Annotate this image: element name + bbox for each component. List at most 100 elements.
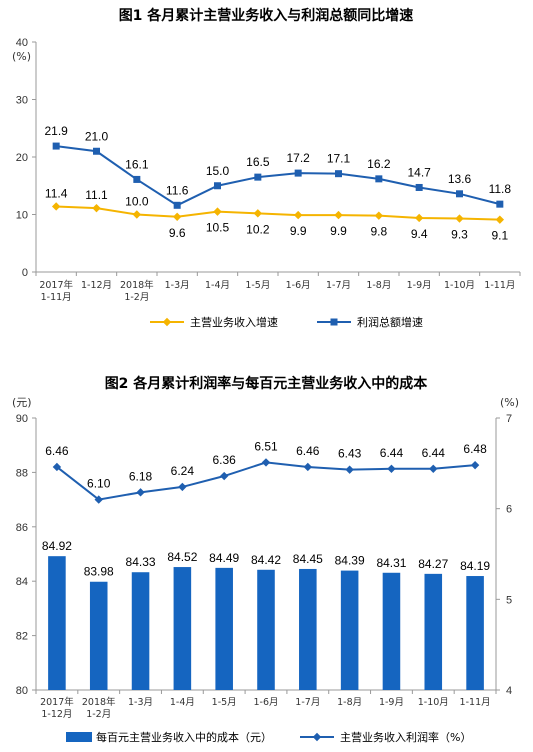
chart1-x-tick-label: 2017年 1-11月 — [39, 279, 73, 303]
chart2-line-label: 6.43 — [338, 447, 362, 461]
chart1-data-point — [133, 175, 141, 183]
chart2-line-label: 6.10 — [87, 477, 111, 491]
chart1-data-label: 21.9 — [44, 124, 68, 138]
chart1-x-tick-label: 1-11月 — [484, 280, 515, 291]
chart2-bar-label: 84.27 — [418, 557, 448, 571]
chart2-x-tick-label: 1-6月 — [253, 697, 278, 708]
chart1-data-point — [92, 203, 101, 213]
chart2-bar-label: 84.19 — [460, 559, 490, 573]
chart1-data-point — [496, 200, 504, 208]
chart1-data-point — [213, 207, 222, 216]
chart2-y-tick-label-left: 80 — [16, 685, 28, 697]
chart2-line-point — [219, 471, 229, 481]
chart2-line-point — [470, 460, 480, 470]
chart1-data-point — [93, 147, 100, 155]
chart1-data-label: 9.4 — [411, 227, 428, 241]
chart1-data-point — [415, 183, 423, 191]
chart1-data-point — [374, 211, 384, 220]
chart2-bar — [424, 573, 443, 690]
chart2-legend-line-label: 主营业务收入利润率（%） — [340, 730, 471, 744]
chart2-bar — [215, 567, 233, 690]
chart2-y-tick-label-right: 5 — [506, 594, 512, 606]
chart1-data-label: 9.3 — [451, 228, 468, 242]
chart2-bar — [48, 556, 66, 690]
chart1-x-tick-label: 1-7月 — [326, 280, 351, 291]
chart2-x-tick-label: 1-9月 — [379, 697, 404, 708]
chart1-data-label: 16.1 — [125, 157, 149, 171]
chart1-data-point — [253, 209, 263, 218]
chart2-y-tick-label-left: 88 — [16, 467, 28, 479]
chart2-line-point — [178, 482, 187, 492]
chart1-series-line — [56, 145, 501, 207]
chart1-y-tick-label: 10 — [16, 210, 28, 222]
chart1-x-tick-label: 1-9月 — [407, 280, 432, 291]
chart2-legend-bar-label: 每百元主营业务收入中的成本（元） — [96, 730, 272, 744]
chart1-x-tick-label: 1-10月 — [444, 280, 475, 291]
chart1-legend-label: 主营业务收入增速 — [190, 315, 278, 329]
chart1-legend-marker — [330, 318, 338, 326]
chart1-x-tick-label: 1-12月 — [81, 280, 112, 291]
chart2-bar-label: 84.52 — [167, 550, 197, 564]
chart1-data-point — [52, 142, 60, 150]
chart2-x-tick-label: 1-7月 — [295, 697, 320, 708]
chart1-y-tick-label: 20 — [16, 152, 28, 164]
chart2-bar-label: 84.42 — [251, 553, 281, 567]
chart2-bar — [340, 570, 359, 690]
chart1-data-point — [294, 169, 302, 177]
chart1-data-label: 11.4 — [45, 186, 68, 200]
chart2-bar-label: 84.39 — [335, 554, 365, 568]
chart2-bar — [173, 567, 192, 690]
chart1-y-tick-label: 0 — [22, 267, 28, 279]
chart1-data-label: 9.1 — [491, 229, 508, 243]
chart1-data-label: 11.1 — [85, 188, 108, 202]
chart1-data-point — [334, 210, 343, 220]
chart1-data-point — [456, 190, 463, 198]
chart2-x-tick-label: 2018年 1-2月 — [82, 696, 116, 720]
chart2-line-point — [303, 462, 313, 472]
chart1-x-tick-label: 1-4月 — [205, 280, 230, 291]
chart2-bar-label: 84.31 — [376, 556, 406, 570]
chart2-bar — [466, 576, 484, 690]
chart1-data-label: 14.7 — [407, 165, 431, 179]
chart2-x-tick-label: 1-4月 — [170, 697, 195, 708]
chart1-data-label: 10.5 — [206, 221, 230, 235]
chart1-data-point — [132, 210, 142, 219]
chart1-legend-marker — [162, 317, 172, 327]
chart2-line-point — [261, 458, 271, 467]
chart1-data-label: 15.0 — [206, 164, 230, 178]
chart1-data-point — [172, 212, 182, 221]
chart2-y-tick-label-left: 84 — [16, 576, 28, 588]
chart2-line-label: 6.44 — [422, 446, 446, 460]
chart1-data-label: 9.9 — [290, 224, 307, 238]
chart2-title: 图2 各月累计利润率与每百元主营业务收入中的成本 — [105, 375, 429, 392]
chart1-data-point — [293, 210, 303, 220]
chart2-x-tick-label: 2017年 1-12月 — [40, 696, 74, 720]
chart1-y-unit: (%) — [12, 50, 31, 63]
chart1-x-tick-label: 1-5月 — [245, 280, 270, 291]
chart2-legend-line-marker — [312, 732, 322, 742]
chart1-data-label: 16.5 — [246, 155, 270, 169]
chart1-data-point — [495, 215, 505, 224]
chart1-data-label: 13.6 — [448, 172, 472, 186]
chart2-bar-label: 83.98 — [84, 565, 114, 579]
chart2-line — [56, 461, 476, 501]
chart2-line-label: 6.24 — [171, 464, 195, 478]
chart2-y-tick-label-left: 86 — [16, 522, 28, 534]
chart1-x-tick-label: 1-3月 — [165, 280, 190, 291]
chart2-bar — [131, 572, 150, 690]
chart2-bar — [382, 572, 401, 690]
chart2-line-point — [429, 464, 438, 473]
chart2-x-tick-label: 1-3月 — [128, 697, 153, 708]
chart1-data-point — [51, 202, 61, 211]
chart2-line-label: 6.18 — [129, 469, 153, 483]
chart2-bar-label: 84.49 — [209, 551, 239, 565]
chart2-line-point — [52, 462, 62, 472]
chart1-data-label: 16.2 — [367, 157, 391, 171]
chart2-line-label: 6.48 — [463, 442, 487, 456]
chart2-bar — [89, 581, 108, 690]
chart1-x-tick-label: 1-6月 — [286, 280, 311, 291]
chart2-y-unit-right: (%) — [500, 396, 519, 409]
chart2-line-point — [387, 464, 396, 473]
chart1-series-line — [56, 205, 500, 221]
